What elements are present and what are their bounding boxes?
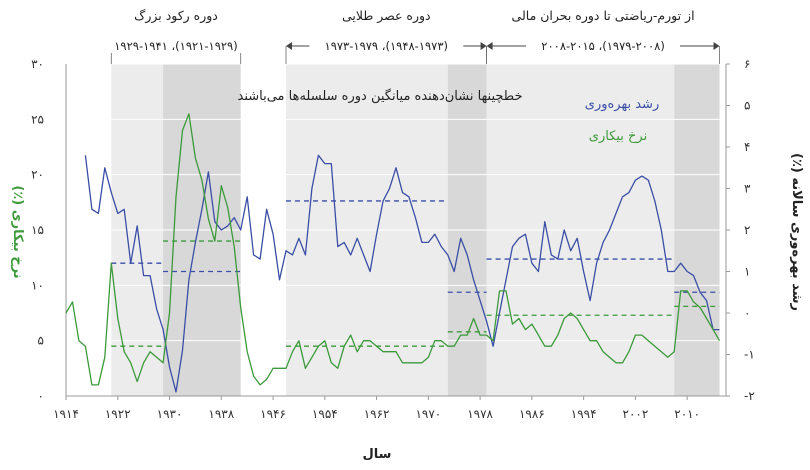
y-axis-title-left: نرخ بیکاری (٪) <box>10 185 25 278</box>
x-tick-label: ۱۹۷۰ <box>415 407 441 421</box>
y-right-tick-label: ۶ <box>744 57 750 71</box>
period-label: از تورم-رياضتی تا دوره بحران مالی <box>512 8 695 24</box>
x-axis-title: سال <box>363 447 392 462</box>
arrow-left-icon <box>486 42 493 50</box>
y-left-tick-label: ۱۰ <box>31 278 44 292</box>
y-right-tick-label: ۱ <box>744 265 750 279</box>
annotation-text: خطچینها نشان‌دهنده میانگین دوره سلسله‌ها… <box>238 88 523 104</box>
x-tick-label: ۱۹۴۶ <box>260 407 286 421</box>
series-line-productivity <box>84 154 720 393</box>
y-left-tick-label: ۳۰ <box>31 57 44 71</box>
period-header: (۱۹۲۱-۱۹۲۹)، ۱۹۲۹-۱۹۴۱ دوره رکود بزرگ <box>99 8 253 64</box>
average-dash-lines <box>111 200 720 347</box>
y-right-tick-label: ۲ <box>744 223 750 237</box>
period-header: (۱۹۷۹-۲۰۰۸)، ۲۰۰۸-۲۰۱۵ از تورم-رياضتی تا … <box>486 8 720 64</box>
x-tick-label: ۱۹۷۸ <box>467 407 493 421</box>
y-right-tick-label: -۲ <box>744 389 755 403</box>
y-right-tick-label: ۳ <box>744 182 751 196</box>
y-left-tick-label: ۱۵ <box>31 223 44 237</box>
x-tick-label: ۲۰۰۲ <box>623 407 649 421</box>
period-headers: (۱۹۲۱-۱۹۲۹)، ۱۹۲۹-۱۹۴۱ دوره رکود بزرگ (۱۹۴… <box>99 8 720 64</box>
period-sub-bg <box>99 37 253 53</box>
period-header: (۱۹۴۸-۱۹۷۳)، ۱۹۷۳-۱۹۷۹ دوره عصر طلایی <box>285 8 487 64</box>
x-tick-label: ۱۹۳۰ <box>157 407 183 421</box>
x-tick-label: ۱۹۵۴ <box>312 407 338 421</box>
period-sub-bg <box>526 37 681 53</box>
tick-labels: ۱۹۱۴ ۱۹۲۲ ۱۹۳۰ ۱۹۳۸ ۱۹۴۶ ۱۹۵۴ ۱۹۶۲ ۱۹۷۰ ۱۹۷۸ ۱۹۸۶… <box>31 57 755 421</box>
legend-productivity: رشد بهره‌وری <box>585 97 659 112</box>
arrow-right-icon <box>713 42 720 50</box>
x-tick-label: ۱۹۶۲ <box>364 407 390 421</box>
series-line-unemployment <box>65 113 721 386</box>
arrow-left-icon <box>286 42 292 50</box>
period-sublabel: (۱۹۲۱-۱۹۲۹)، ۱۹۲۹-۱۹۴۱ <box>114 39 238 53</box>
y-axis-title-right: رشد بهره‌وری سالانه (٪) <box>789 153 804 311</box>
period-label: دوره عصر طلایی <box>342 8 431 24</box>
arrow-right-icon <box>480 42 487 50</box>
period-sub-bg <box>309 37 464 53</box>
y-right-tick-label: ۵ <box>744 99 750 113</box>
y-left-tick-label: ۵ <box>38 334 44 348</box>
x-tick-label: ۱۹۲۲ <box>105 407 131 421</box>
x-tick-label: ۱۹۱۴ <box>53 407 79 421</box>
x-tick-label: ۱۹۸۶ <box>519 407 545 421</box>
period-sublabel: (۱۹۷۹-۲۰۰۸)، ۲۰۰۸-۲۰۱۵ <box>541 39 665 53</box>
series-lines <box>65 113 721 393</box>
period-label: دوره رکود بزرگ <box>134 8 218 24</box>
x-tick-label: ۱۹۹۴ <box>571 407 597 421</box>
y-left-tick-label: ۲۵ <box>31 112 44 126</box>
x-tick-label: ۲۰۱۰ <box>674 407 700 421</box>
y-right-tick-label: -۱ <box>744 348 755 362</box>
x-tick-label: ۱۹۳۸ <box>208 407 234 421</box>
y-right-tick-label: ۴ <box>744 140 750 154</box>
y-left-tick-label: ۰ <box>38 389 44 403</box>
y-right-tick-label: ۰ <box>744 306 750 320</box>
period-sublabel: (۱۹۴۸-۱۹۷۳)، ۱۹۷۳-۱۹۷۹ <box>325 39 449 53</box>
legend-unemployment: نرخ بیکاری <box>589 129 647 144</box>
y-left-tick-label: ۲۰ <box>31 168 44 182</box>
